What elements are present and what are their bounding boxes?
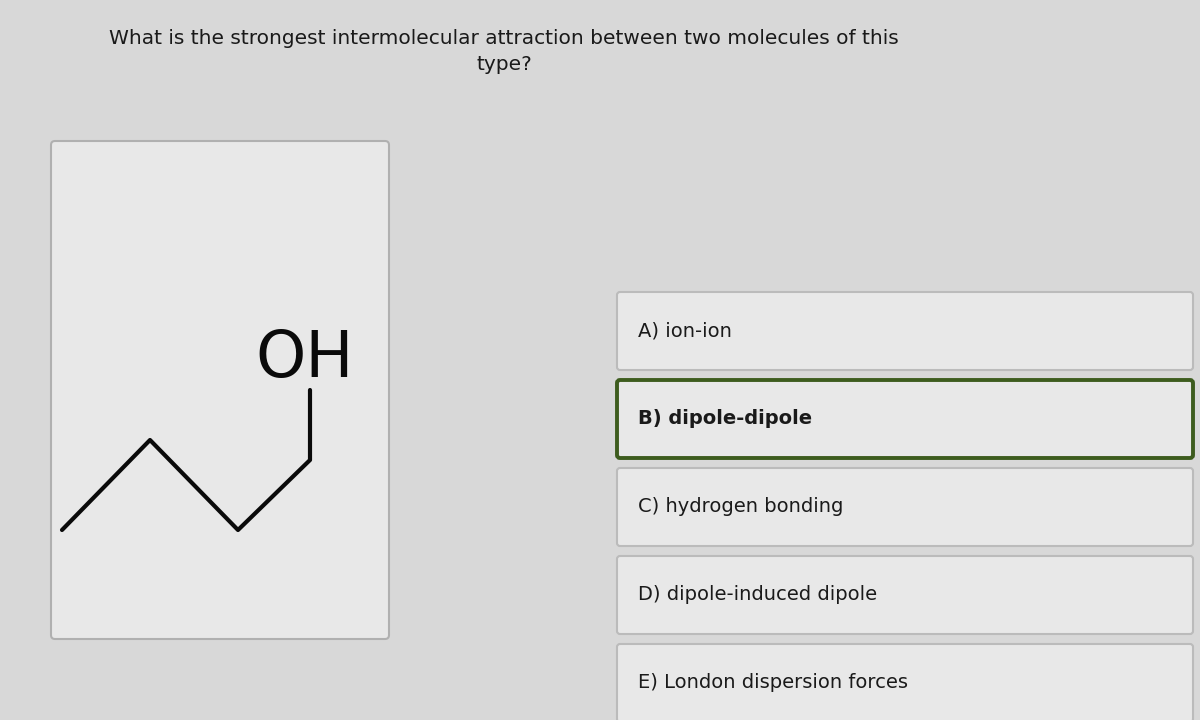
FancyBboxPatch shape: [617, 468, 1193, 546]
Text: D) dipole-induced dipole: D) dipole-induced dipole: [638, 585, 877, 605]
Text: C) hydrogen bonding: C) hydrogen bonding: [638, 498, 844, 516]
Text: OH: OH: [256, 328, 353, 390]
Text: What is the strongest intermolecular attraction between two molecules of this: What is the strongest intermolecular att…: [109, 29, 899, 48]
FancyBboxPatch shape: [617, 556, 1193, 634]
Text: type?: type?: [476, 55, 532, 74]
Text: A) ion-ion: A) ion-ion: [638, 322, 732, 341]
FancyBboxPatch shape: [617, 292, 1193, 370]
FancyBboxPatch shape: [617, 644, 1193, 720]
FancyBboxPatch shape: [617, 380, 1193, 458]
Text: B) dipole-dipole: B) dipole-dipole: [638, 410, 812, 428]
Text: E) London dispersion forces: E) London dispersion forces: [638, 673, 908, 693]
FancyBboxPatch shape: [50, 141, 389, 639]
